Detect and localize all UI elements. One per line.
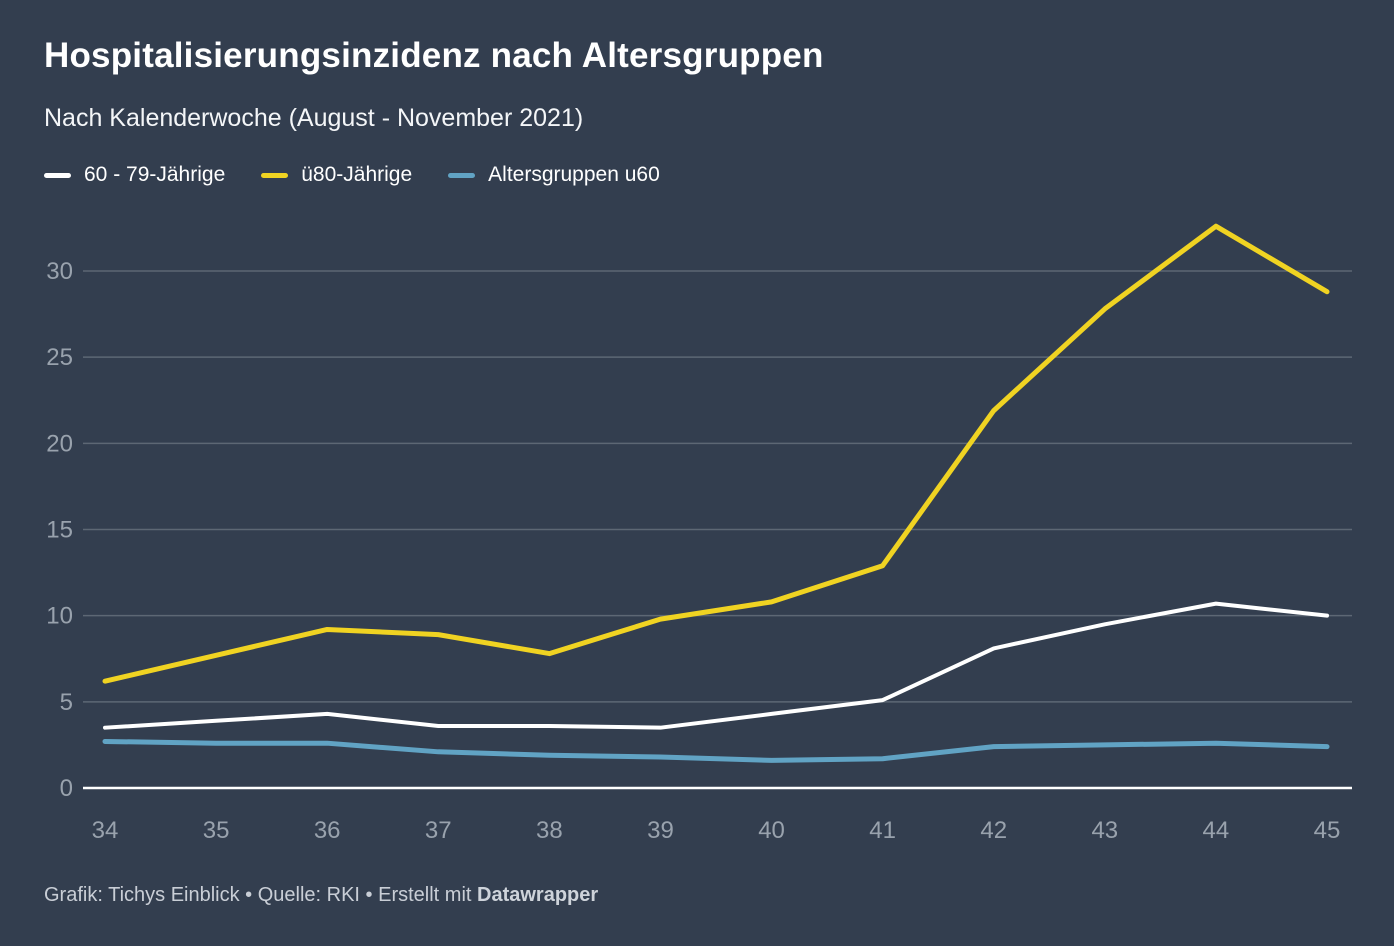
- y-tick-label: 30: [46, 258, 73, 285]
- y-tick-label: 15: [46, 517, 73, 544]
- chart-subtitle: Nach Kalenderwoche (August - November 20…: [44, 104, 584, 132]
- y-tick-label: 5: [60, 689, 73, 716]
- legend-swatch-icon: [261, 172, 289, 178]
- x-tick-label: 37: [425, 817, 452, 844]
- legend-label: ü80-Jährige: [301, 163, 413, 186]
- legend-item[interactable]: 60 - 79-Jährige: [44, 163, 225, 187]
- y-tick-label: 25: [46, 344, 73, 371]
- x-tick-label: 36: [314, 817, 341, 844]
- footer-attribution: Grafik: Tichys Einblick • Quelle: RKI • …: [44, 884, 598, 907]
- legend-swatch-icon: [448, 172, 476, 178]
- x-tick-label: 34: [92, 817, 119, 844]
- legend-swatch-icon: [44, 172, 71, 178]
- x-tick-label: 43: [1091, 817, 1118, 844]
- legend-item[interactable]: ü80-Jährige: [261, 163, 412, 187]
- y-tick-label: 10: [46, 603, 73, 630]
- series-line-3: [102, 738, 1330, 763]
- legend-label: 60 - 79-Jährige: [84, 163, 226, 186]
- x-tick-label: 41: [869, 817, 896, 844]
- legend-label: Altersgruppen u60: [488, 163, 660, 186]
- x-tick-label: 39: [647, 817, 674, 844]
- y-tick-label: 0: [60, 775, 73, 802]
- legend: 60 - 79-Jährige ü80-Jährige Altersgruppen …: [44, 163, 696, 187]
- y-tick-label: 20: [46, 430, 73, 457]
- legend-item[interactable]: Altersgruppen u60: [448, 163, 660, 187]
- x-tick-label: 40: [758, 817, 785, 844]
- x-tick-label: 35: [203, 817, 230, 844]
- x-tick-label: 44: [1203, 817, 1230, 844]
- series-line-1: [103, 601, 1329, 730]
- x-tick-label: 45: [1314, 817, 1341, 844]
- x-tick-label: 38: [536, 817, 563, 844]
- x-tick-label: 42: [980, 817, 1007, 844]
- footer-text: Grafik: Tichys Einblick • Quelle: RKI • …: [44, 884, 477, 906]
- footer-brand: Datawrapper: [477, 884, 599, 906]
- chart-title: Hospitalisierungsinzidenz nach Altersgru…: [44, 36, 824, 75]
- series-line-2: [102, 223, 1330, 684]
